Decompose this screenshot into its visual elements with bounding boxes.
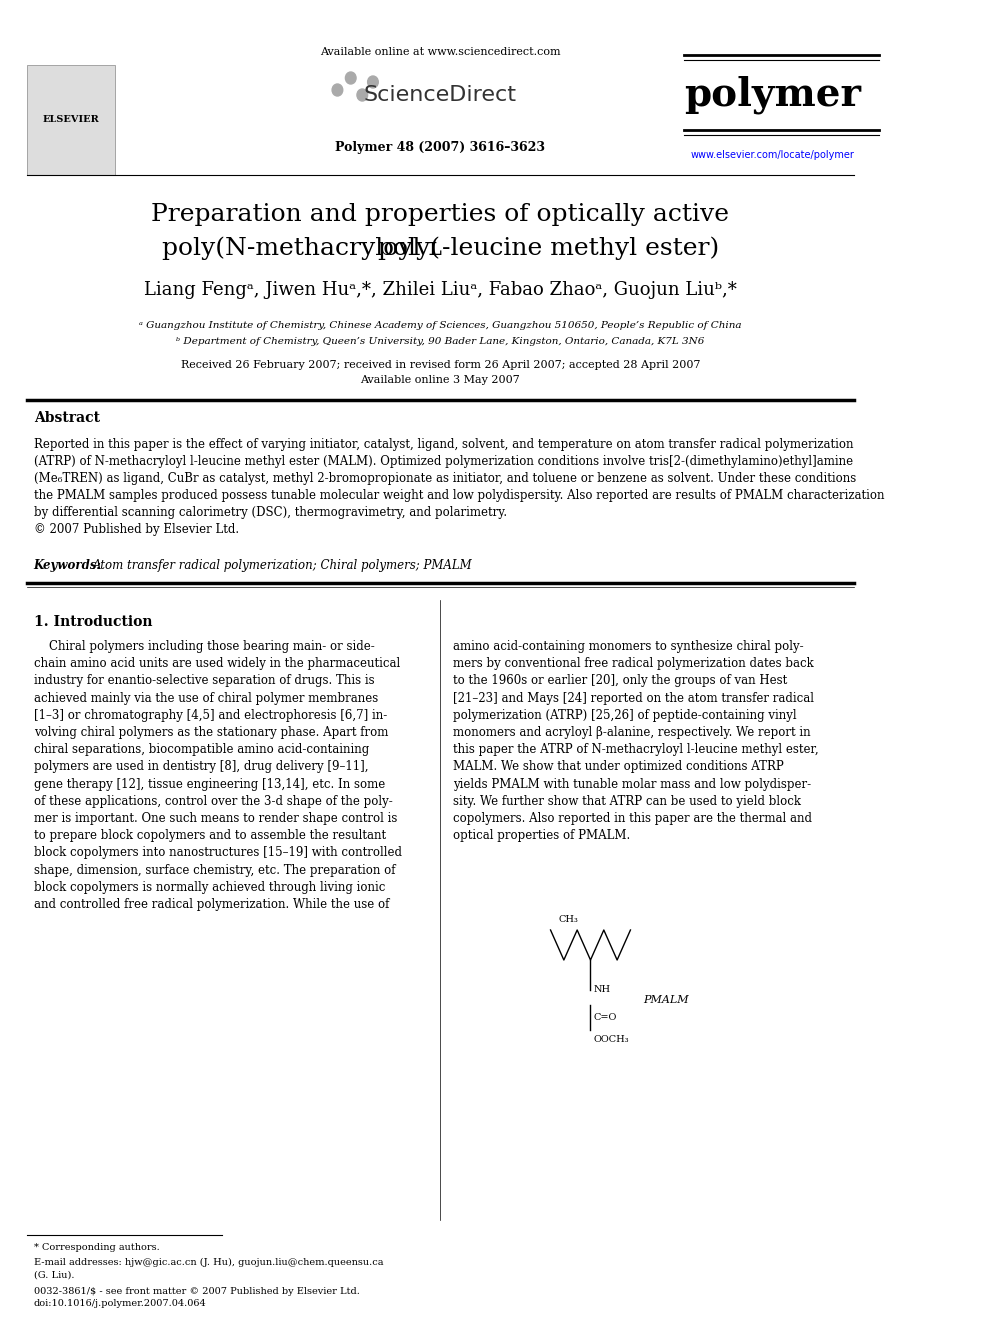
Circle shape — [332, 83, 343, 97]
Text: Atom transfer radical polymerization; Chiral polymers; PMALM: Atom transfer radical polymerization; Ch… — [93, 558, 473, 572]
Text: PMALM: PMALM — [643, 995, 688, 1005]
Text: Chiral polymers including those bearing main- or side-
chain amino acid units ar: Chiral polymers including those bearing … — [34, 640, 402, 912]
Text: ᵇ Department of Chemistry, Queen’s University, 90 Bader Lane, Kingston, Ontario,: ᵇ Department of Chemistry, Queen’s Unive… — [177, 337, 704, 347]
Text: Liang Fengᵃ, Jiwen Huᵃ,*, Zhilei Liuᵃ, Fabao Zhaoᵃ, Guojun Liuᵇ,*: Liang Fengᵃ, Jiwen Huᵃ,*, Zhilei Liuᵃ, F… — [144, 280, 737, 299]
Text: poly(​N-methacryloyl ʟ-leucine methyl ester): poly(​N-methacryloyl ʟ-leucine methyl es… — [162, 237, 719, 259]
Text: * Corresponding authors.: * Corresponding authors. — [34, 1244, 160, 1253]
Text: Keywords:: Keywords: — [34, 558, 106, 572]
Text: Abstract: Abstract — [34, 411, 100, 425]
Circle shape — [368, 75, 378, 89]
Text: Available online 3 May 2007: Available online 3 May 2007 — [360, 374, 520, 385]
Text: Received 26 February 2007; received in revised form 26 April 2007; accepted 28 A: Received 26 February 2007; received in r… — [181, 360, 700, 370]
Text: 0032-3861/$ - see front matter © 2007 Published by Elsevier Ltd.: 0032-3861/$ - see front matter © 2007 Pu… — [34, 1286, 360, 1295]
Text: OOCH₃: OOCH₃ — [593, 1036, 629, 1044]
Text: Reported in this paper is the effect of varying initiator, catalyst, ligand, sol: Reported in this paper is the effect of … — [34, 438, 884, 536]
Text: doi:10.1016/j.polymer.2007.04.064: doi:10.1016/j.polymer.2007.04.064 — [34, 1299, 206, 1308]
Text: ELSEVIER: ELSEVIER — [43, 115, 99, 124]
Circle shape — [357, 89, 368, 101]
Text: polymer: polymer — [684, 75, 861, 114]
Text: Available online at www.sciencedirect.com: Available online at www.sciencedirect.co… — [320, 48, 560, 57]
Text: ᵃ Guangzhou Institute of Chemistry, Chinese Academy of Sciences, Guangzhou 51065: ᵃ Guangzhou Institute of Chemistry, Chin… — [139, 320, 742, 329]
Circle shape — [345, 71, 356, 83]
Text: Polymer 48 (2007) 3616–3623: Polymer 48 (2007) 3616–3623 — [335, 142, 546, 155]
Text: amino acid-containing monomers to synthesize chiral poly-
mers by conventional f: amino acid-containing monomers to synthe… — [453, 640, 818, 843]
Text: C=O: C=O — [593, 1013, 617, 1023]
Text: ScienceDirect: ScienceDirect — [364, 85, 517, 105]
Bar — [27, 65, 115, 175]
Text: (G. Liu).: (G. Liu). — [34, 1270, 74, 1279]
Text: NH: NH — [593, 986, 610, 995]
Text: CH₃: CH₃ — [558, 916, 578, 925]
Text: www.elsevier.com/locate/polymer: www.elsevier.com/locate/polymer — [690, 149, 854, 160]
Text: poly(: poly( — [377, 237, 440, 259]
Text: E-mail addresses: hjw@gic.ac.cn (J. Hu), guojun.liu@chem.queensu.ca: E-mail addresses: hjw@gic.ac.cn (J. Hu),… — [34, 1257, 383, 1266]
Text: Preparation and properties of optically active: Preparation and properties of optically … — [152, 204, 729, 226]
Text: 1. Introduction: 1. Introduction — [34, 615, 152, 628]
